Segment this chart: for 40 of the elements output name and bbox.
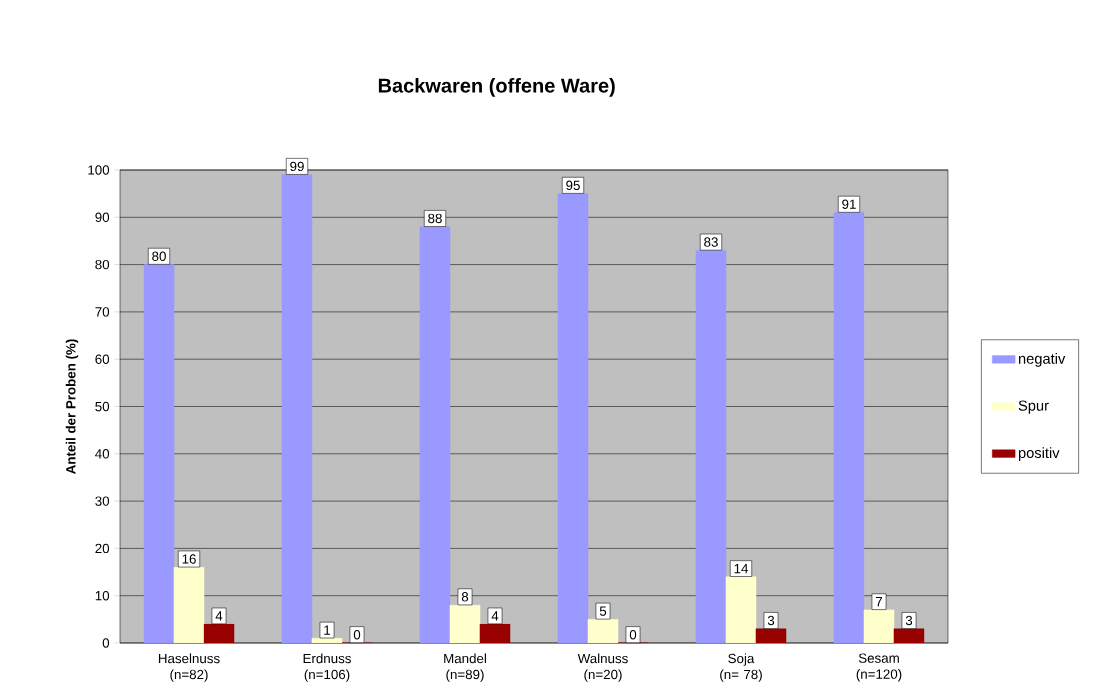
data-label: 3 bbox=[905, 615, 913, 626]
legend-label: negativ bbox=[1018, 353, 1066, 367]
data-label: 1 bbox=[324, 625, 331, 635]
data-label: 4 bbox=[491, 611, 499, 621]
y-axis-title: Anteil der Proben (%) bbox=[65, 339, 79, 474]
x-tick-label: Sesam (n=120) bbox=[856, 653, 902, 682]
y-tick-label: 80 bbox=[95, 259, 110, 270]
data-label: 5 bbox=[599, 606, 607, 616]
y-tick-label: 60 bbox=[95, 354, 110, 364]
chart-title: Backwaren (offene Ware) bbox=[378, 78, 615, 97]
data-label: 88 bbox=[428, 213, 442, 224]
y-tick-label: 100 bbox=[88, 165, 110, 175]
data-label: 8 bbox=[461, 592, 469, 602]
y-tick-label: 0 bbox=[102, 638, 110, 648]
data-label: 3 bbox=[767, 615, 775, 626]
data-label: 80 bbox=[152, 251, 166, 261]
y-tick-label: 10 bbox=[95, 590, 110, 601]
legend-label: Spur bbox=[1018, 400, 1049, 414]
legend-label: positiv bbox=[1018, 447, 1060, 461]
y-tick-label: 40 bbox=[95, 449, 110, 459]
x-tick-label: Mandel (n=89) bbox=[444, 653, 486, 682]
data-label: 14 bbox=[734, 564, 749, 574]
x-tick-label: Erdnuss (n=106) bbox=[303, 653, 351, 682]
data-label: 4 bbox=[215, 611, 223, 621]
data-label: 83 bbox=[704, 237, 718, 247]
data-label: 7 bbox=[875, 597, 883, 607]
y-tick-label: 90 bbox=[95, 212, 110, 223]
data-label: 99 bbox=[290, 161, 304, 172]
data-label: 0 bbox=[353, 629, 361, 640]
data-label: 95 bbox=[566, 180, 580, 191]
data-label: 91 bbox=[842, 199, 856, 209]
x-tick-label: Soja (n= 78) bbox=[720, 653, 762, 682]
y-tick-label: 50 bbox=[95, 401, 110, 412]
y-tick-label: 70 bbox=[95, 307, 110, 317]
x-tick-label: Walnuss (n=20) bbox=[577, 653, 628, 682]
y-tick-label: 30 bbox=[95, 496, 110, 506]
data-label: 0 bbox=[629, 629, 637, 640]
data-label: 16 bbox=[182, 554, 196, 564]
x-tick-label: Haselnuss (n=82) bbox=[158, 653, 220, 682]
y-tick-label: 20 bbox=[95, 543, 110, 554]
